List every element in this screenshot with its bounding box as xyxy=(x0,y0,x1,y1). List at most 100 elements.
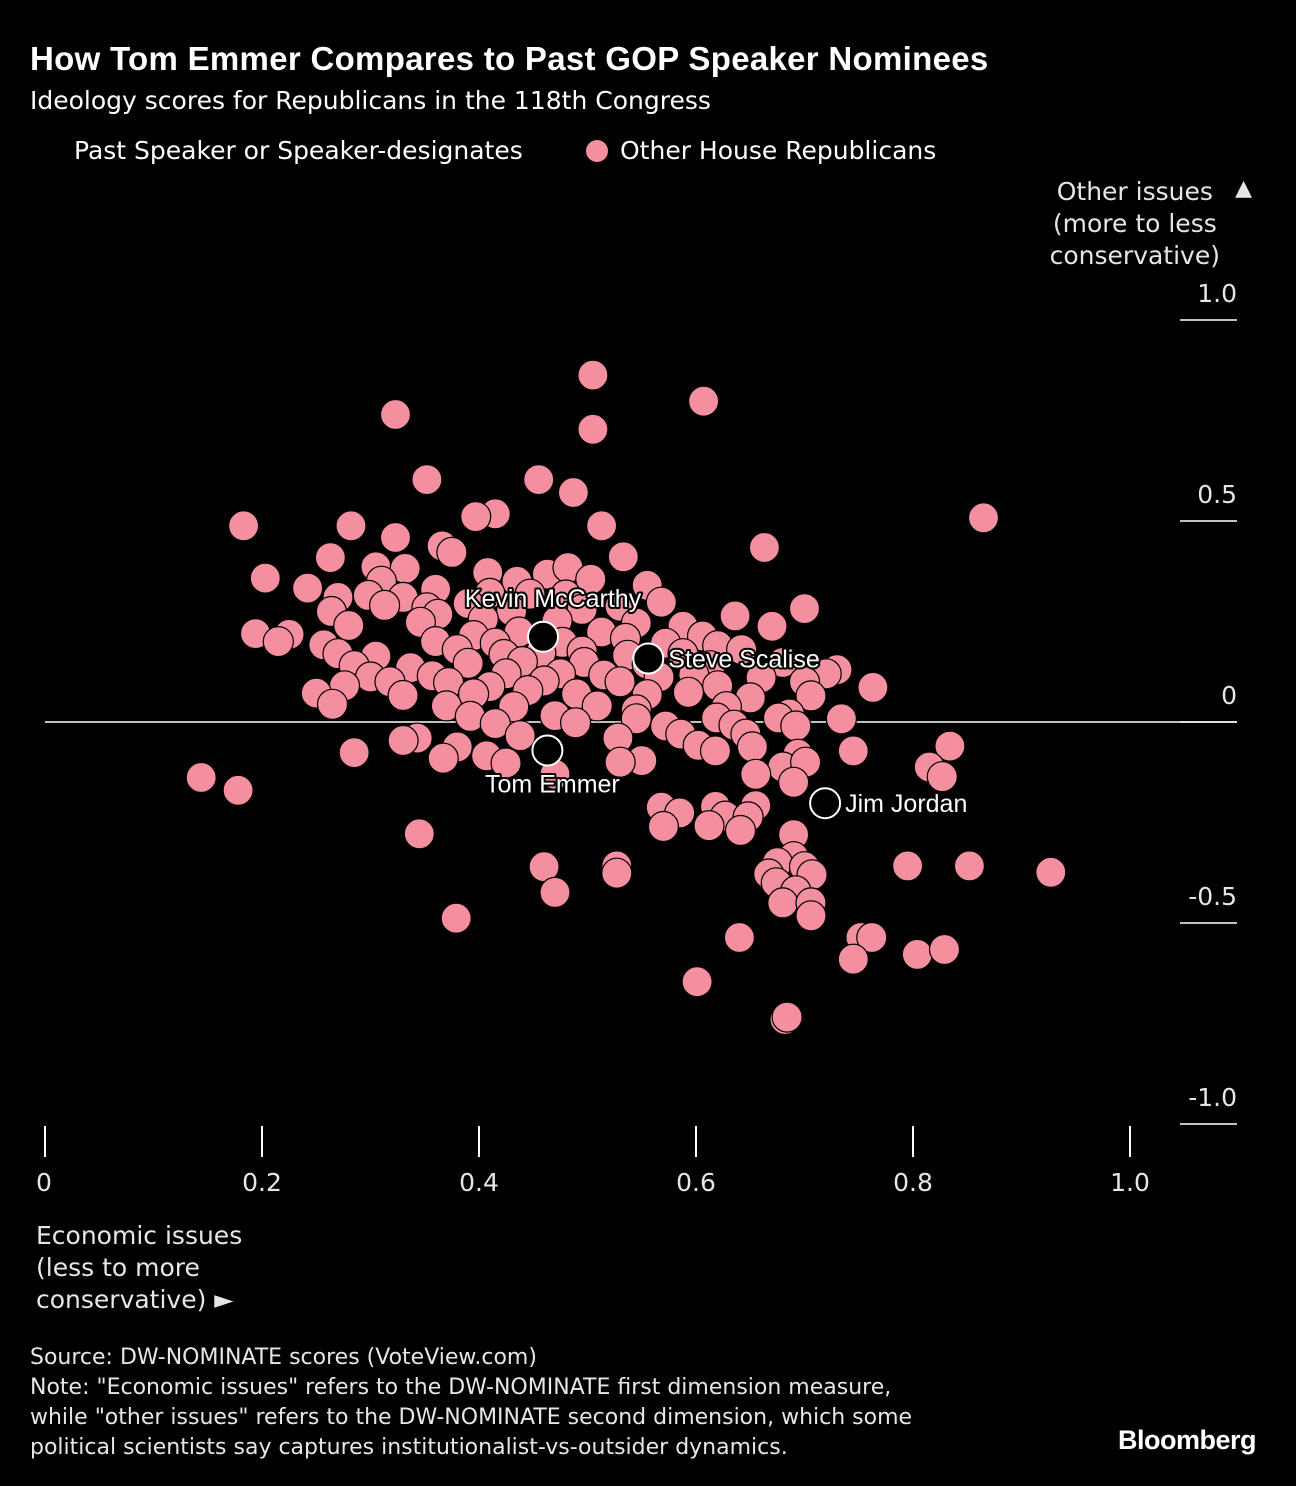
y-tick-label: 0.5 xyxy=(1197,480,1237,509)
data-point xyxy=(857,671,889,704)
data-point xyxy=(607,541,639,573)
data-point xyxy=(780,710,812,742)
data-point xyxy=(387,679,419,712)
legend-item-speakers: Past Speaker or Speaker-designates xyxy=(40,136,523,165)
data-point xyxy=(723,921,756,954)
y-tick-label: -1.0 xyxy=(1188,1083,1237,1112)
data-point xyxy=(740,758,772,790)
data-point xyxy=(452,647,484,679)
data-point xyxy=(953,850,986,882)
data-point xyxy=(338,736,370,769)
note-line-1: Note: "Economic issues" refers to the DW… xyxy=(30,1375,892,1400)
bloomberg-logo: Bloomberg xyxy=(1117,1425,1257,1455)
data-point xyxy=(387,724,419,757)
speaker-label: Steve Scalise xyxy=(668,646,819,674)
data-point xyxy=(504,720,536,752)
data-point xyxy=(292,572,324,604)
legend-item-others: Other House Republicans xyxy=(586,136,936,165)
data-point xyxy=(228,510,260,542)
x-tick-label: 1.0 xyxy=(1110,1168,1150,1197)
data-point xyxy=(577,413,609,445)
data-point xyxy=(585,510,618,542)
data-point xyxy=(693,810,725,842)
data-point xyxy=(557,476,590,509)
data-point xyxy=(767,887,799,919)
y-axis-label-line-3: conservative) xyxy=(1049,241,1220,270)
data-point xyxy=(620,703,652,735)
data-point xyxy=(314,541,346,574)
x-tick-label: 0.4 xyxy=(459,1168,499,1197)
data-point xyxy=(333,609,365,642)
x-tick-label: 0 xyxy=(36,1168,52,1197)
highlight-layer: Kevin McCarthy Steve Scalise Tom Emmer Jim … xyxy=(463,583,970,820)
data-point xyxy=(856,921,888,954)
x-axis-label-line-1: Economic issues xyxy=(36,1221,243,1250)
data-point xyxy=(645,586,677,618)
speaker-point xyxy=(632,642,665,675)
y-axis-label-line-2: (more to less xyxy=(1052,209,1217,238)
data-point xyxy=(647,810,680,843)
data-point xyxy=(788,592,821,625)
data-point xyxy=(316,688,349,720)
footer-notes: Source: DW-NOMINATE scores (VoteView.com… xyxy=(30,1343,912,1463)
x-axis-label: Economic issues (less to more conservati… xyxy=(36,1220,242,1316)
data-point xyxy=(795,680,827,712)
x-axis-label-line-2: (less to more xyxy=(36,1253,200,1282)
x-axis-label-line-3: conservative) ► xyxy=(36,1285,234,1314)
data-point xyxy=(581,690,613,722)
data-point xyxy=(427,742,459,774)
y-axis-label-line-1: Other issues xyxy=(1056,177,1213,206)
up-triangle-icon: ▲ xyxy=(1235,176,1252,201)
data-point xyxy=(672,676,705,708)
axes-layer: 1.0 0.5 0 -0.5 -1.0 0 0.2 0.4 0.6 0.8 1.0 xyxy=(36,279,1237,1197)
data-point xyxy=(837,735,869,767)
speaker-label: Kevin McCarthy xyxy=(465,585,642,613)
data-point xyxy=(604,666,636,698)
data-point xyxy=(335,510,367,542)
y-tick-label: 1.0 xyxy=(1197,279,1237,308)
note-line-3: political scientists say captures instit… xyxy=(30,1435,788,1460)
data-point xyxy=(379,398,412,431)
legend-label-others: Other House Republicans xyxy=(620,136,937,165)
data-point xyxy=(369,589,401,622)
speaker-point xyxy=(527,620,559,653)
data-point xyxy=(185,761,217,794)
data-point xyxy=(928,933,961,966)
data-point xyxy=(795,900,827,932)
data-point xyxy=(601,857,633,889)
legend-label-speakers: Past Speaker or Speaker-designates xyxy=(74,136,523,165)
note-line-2: while "other issues" refers to the DW-NO… xyxy=(30,1405,913,1430)
data-point xyxy=(1035,856,1067,888)
x-tick-label: 0.8 xyxy=(893,1168,933,1197)
source-text: Source: DW-NOMINATE scores (VoteView.com… xyxy=(30,1345,537,1370)
data-point xyxy=(539,876,571,909)
data-point xyxy=(379,521,412,554)
data-point xyxy=(967,502,1000,534)
x-tick-label: 0.2 xyxy=(242,1168,282,1197)
data-point xyxy=(725,633,758,666)
data-point xyxy=(934,730,966,762)
data-point xyxy=(748,531,781,564)
data-point xyxy=(575,563,607,595)
data-point xyxy=(756,610,788,642)
data-point xyxy=(403,818,435,850)
data-point xyxy=(436,536,468,569)
y-tick-label: 0 xyxy=(1221,681,1237,710)
data-point xyxy=(460,500,492,533)
y-axis-label: Other issues (more to less conservative) xyxy=(1050,176,1220,272)
data-point xyxy=(479,707,511,740)
chart-subtitle: Ideology scores for Republicans in the 1… xyxy=(30,86,711,115)
data-point xyxy=(825,703,858,735)
data-point xyxy=(411,464,443,496)
speaker-label: Tom Emmer xyxy=(485,771,620,799)
chart-title: How Tom Emmer Compares to Past GOP Speak… xyxy=(30,40,989,77)
y-tick-label: -0.5 xyxy=(1188,882,1237,911)
data-point xyxy=(249,562,281,594)
data-point xyxy=(577,359,609,391)
data-point xyxy=(604,746,636,778)
data-point xyxy=(440,902,472,934)
speaker-point xyxy=(531,734,564,767)
data-point xyxy=(901,938,933,971)
x-tick-label: 0.6 xyxy=(676,1168,716,1197)
